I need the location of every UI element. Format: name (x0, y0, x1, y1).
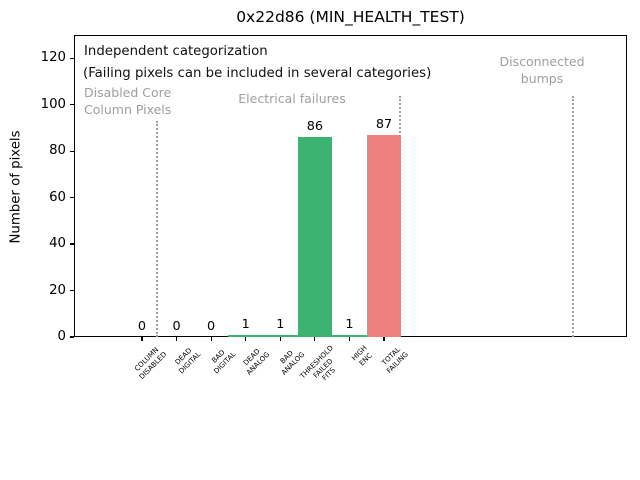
annotation-categories-note: (Failing pixels can be included in sever… (83, 66, 432, 81)
section-separator-line-3 (572, 96, 574, 337)
y-tick-mark (70, 197, 74, 199)
y-tick-label: 80 (49, 143, 66, 159)
y-tick-mark (70, 104, 74, 106)
bar-value-label: 1 (241, 317, 250, 332)
bar-value-label: 87 (375, 117, 393, 132)
y-tick-mark (70, 150, 74, 152)
x-tick-mark (210, 337, 212, 341)
y-tick-label: 100 (40, 96, 66, 112)
x-category-label-anchor: BAD DIGITAL (198, 344, 237, 375)
y-tick-mark (70, 57, 74, 59)
x-tick-mark (383, 337, 385, 341)
section-separator-line-2 (399, 96, 402, 337)
bar-high-enc (332, 335, 367, 337)
bar-value-label: 0 (172, 319, 181, 334)
y-tick-label: 60 (49, 189, 66, 205)
bar-value-label: 1 (345, 317, 354, 332)
x-tick-mark (279, 337, 281, 341)
bar-value-label: 0 (207, 319, 216, 334)
y-tick-mark (70, 289, 74, 292)
x-category-label-anchor: TOTAL FAILING (371, 344, 410, 375)
y-tick-mark (70, 243, 74, 245)
x-category-label-anchor: THRESHOLD FAILED FITS (286, 344, 336, 382)
annotation-disabled-core-section: Disabled Core Column Pixels (84, 85, 172, 117)
x-tick-mark (348, 337, 350, 341)
y-axis-label: Number of pixels (8, 130, 24, 244)
x-tick-mark (314, 337, 316, 341)
annotation-disconnected-bumps-section: Disconnected bumps (499, 54, 585, 86)
x-tick-mark (245, 337, 247, 341)
bar-threshold-failed-fits (297, 137, 333, 337)
y-tick-mark (70, 336, 74, 338)
bar-total-failing (366, 135, 402, 337)
y-tick-label: 20 (49, 282, 66, 298)
x-category-label: TOTAL FAILING (380, 345, 410, 375)
bar-value-label: 1 (276, 317, 285, 332)
y-tick-label: 120 (40, 50, 66, 66)
chart-title: 0x22d86 (MIN_HEALTH_TEST) (236, 8, 465, 26)
x-category-label: THRESHOLD FAILED FITS (298, 344, 337, 383)
x-category-label-anchor: COLUMN DISABLED (121, 344, 168, 381)
y-tick-label: 0 (57, 329, 66, 344)
x-tick-mark (175, 337, 178, 341)
bar-value-label: 0 (137, 319, 147, 334)
bar-bad-analog (262, 335, 298, 337)
y-tick-label: 40 (49, 236, 66, 252)
x-category-label-anchor: DEAD ANALOG (230, 344, 271, 376)
bar-dead-analog (228, 335, 263, 337)
x-tick-mark (141, 337, 143, 341)
section-separator-line-1 (156, 121, 159, 337)
annotation-electrical-failures-section: Electrical failures (238, 91, 346, 106)
x-category-label-anchor: HIGH ENC (345, 344, 374, 367)
plot-area (74, 35, 627, 337)
bar-value-label: 86 (306, 119, 323, 134)
annotation-independent-categorization: Independent categorization (84, 44, 268, 59)
x-category-label-anchor: DEAD DIGITAL (163, 344, 202, 375)
